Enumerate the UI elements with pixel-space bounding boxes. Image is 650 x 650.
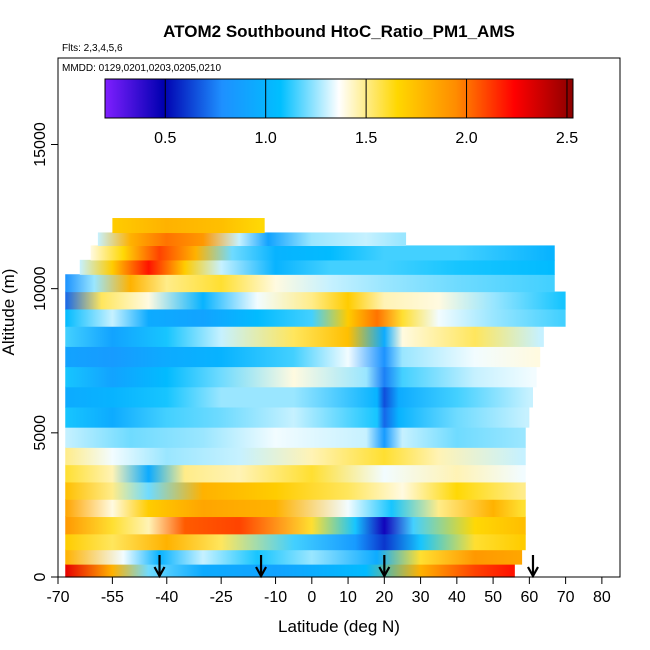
heatmap-layer [65,549,523,565]
colorbar-tick-label: 1.0 [255,130,277,147]
colorbar-bar [104,78,574,119]
heatmap-layer [65,427,526,448]
x-tick-label: 50 [484,589,502,606]
y-tick-label: 10000 [32,266,49,311]
colorbar-tick-label: 2.0 [455,130,477,147]
x-tick-label: -40 [155,589,178,606]
y-tick-label: 0 [32,572,49,581]
heatmap-layer [65,291,566,310]
flights-subtitle: Flts: 2,3,4,5,6 [62,43,123,54]
heatmap-layer [65,447,526,466]
heatmap-layer [112,218,265,234]
heatmap-layer [65,346,541,368]
colorbar: 0.5 1.0 1.5 2.0 2.5 [104,78,578,147]
x-tick-label: 0 [307,589,316,606]
heatmap-layer [90,245,555,261]
x-tick-label: 20 [375,589,393,606]
colorbar-tick-label: 0.5 [154,130,176,147]
flight-arrow-head [153,566,166,579]
heatmap-layer [97,232,407,247]
y-tick-label: 15000 [32,122,49,167]
x-tick-label: 60 [520,589,538,606]
x-tick-label: 10 [339,589,357,606]
y-axis: 0 5000 10000 15000 [32,122,58,581]
heatmap-layer [65,564,515,578]
colorbar-tick-label: 2.5 [556,130,578,147]
dates-subtitle: MMDD: 0129,0201,0203,0205,0210 [62,63,221,74]
x-axis-label: Latitude (deg N) [278,617,400,636]
heatmap-layer [65,499,526,518]
x-tick-label: -70 [46,589,69,606]
heatmap-layer [79,259,555,275]
x-tick-label: -10 [264,589,287,606]
heatmap-layer [65,533,526,551]
y-tick-label: 5000 [32,415,49,451]
heatmap-layer [65,516,526,535]
heatmap-layer [65,481,526,500]
plot-frame [57,57,621,578]
heatmap-layer [65,308,566,327]
flight-arrow-head [527,566,539,579]
x-tick-label: 30 [412,589,430,606]
heatmap-layer [65,366,537,388]
flight-arrow-head [255,566,268,579]
heatmap-layer [65,274,555,293]
chart-title: ATOM2 Southbound HtoC_Ratio_PM1_AMS [163,22,515,41]
x-tick-label: 80 [593,589,611,606]
heatmap-layer [65,464,526,483]
colorbar-tick-label: 1.5 [355,130,377,147]
flight-markers [153,555,539,579]
flight-arrow-head [378,566,391,579]
x-tick-label: 70 [557,589,575,606]
x-axis: -70 -55 -40 -25 -10 0 10 20 30 40 50 60 70 80 [46,577,611,606]
heatmap-area [65,218,566,578]
heatmap-layer [65,406,530,428]
y-axis-label: Altitude (m) [0,269,18,356]
x-tick-label: -55 [101,589,124,606]
x-tick-label: -25 [210,589,233,606]
x-tick-label: 40 [448,589,466,606]
heatmap-layer [65,326,544,347]
heatmap-layer [65,386,533,408]
